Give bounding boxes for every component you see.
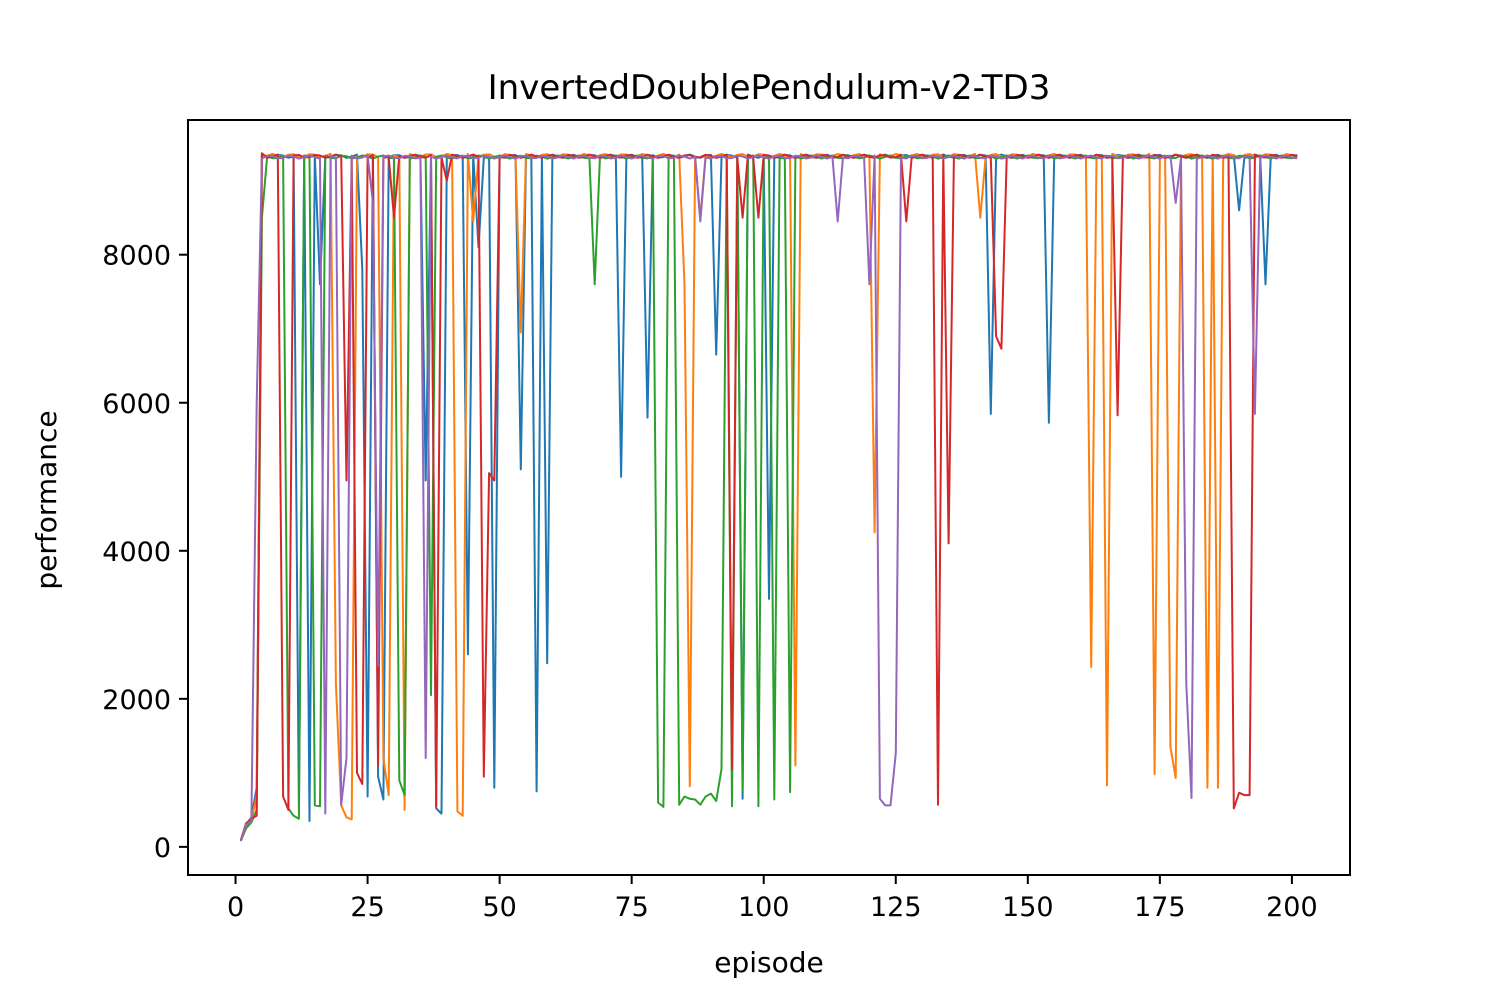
y-tick-label: 8000 — [102, 241, 171, 272]
chart-title: InvertedDoublePendulum-v2-TD3 — [488, 68, 1051, 108]
axes-frame — [187, 119, 1351, 876]
x-tick-label: 75 — [614, 892, 648, 923]
x-tick-label: 175 — [1134, 892, 1186, 923]
y-tick-label: 0 — [154, 833, 171, 864]
y-axis-ticks: 0 2000 4000 6000 8000 — [102, 241, 188, 864]
series-line-5 — [239, 154, 1298, 842]
x-axis-label: episode — [714, 946, 824, 979]
series-layer — [239, 152, 1298, 842]
x-tick-label: 25 — [350, 892, 384, 923]
x-tick-label: 100 — [738, 892, 790, 923]
x-tick-label: 0 — [227, 892, 244, 923]
y-tick-label: 6000 — [102, 389, 171, 420]
y-axis-label: performance — [30, 410, 63, 589]
x-axis-ticks: 0 25 50 75 100 125 150 175 200 — [227, 875, 1318, 923]
x-tick-label: 125 — [870, 892, 922, 923]
x-tick-label: 200 — [1266, 892, 1318, 923]
y-tick-label: 2000 — [102, 685, 171, 716]
y-tick-label: 4000 — [102, 537, 171, 568]
series-line-4 — [239, 152, 1298, 841]
x-tick-label: 150 — [1002, 892, 1054, 923]
x-tick-label: 50 — [482, 892, 516, 923]
